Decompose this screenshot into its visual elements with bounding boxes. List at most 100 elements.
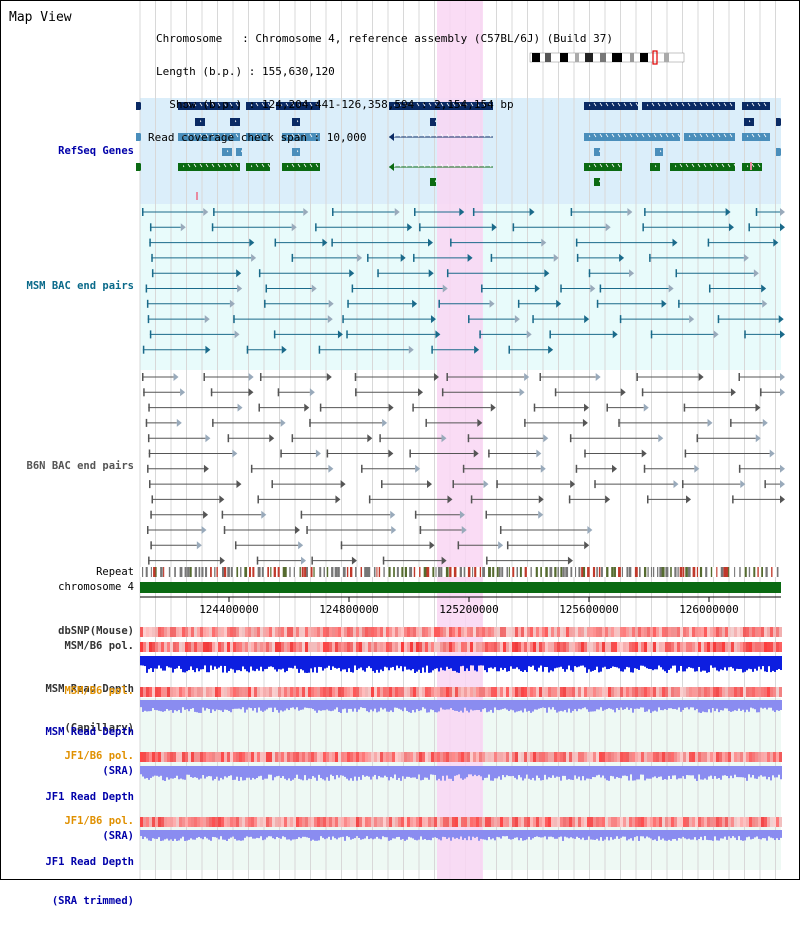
heat-cell [665,752,668,762]
heat-cell [692,687,695,697]
depth-bar [160,656,162,669]
depth-bar [442,700,444,710]
heat-cell [668,687,671,697]
polymorphism-strips[interactable] [140,627,782,827]
refseq-genes-track[interactable] [136,102,781,200]
heat-cell [560,642,563,652]
msm-b6-pol-label-2[interactable]: MSM/B6 pol. [64,685,134,697]
depth-bar [400,766,402,781]
heat-cell [557,627,560,637]
depth-bar [354,766,356,777]
depth-bar [668,700,670,709]
depth-bar [728,656,730,668]
gene-strand-mark [267,102,271,107]
heat-cell [656,687,659,697]
heat-cell [143,752,146,762]
heat-cell [698,642,701,652]
heat-cell [521,752,524,762]
depth-bar [558,766,560,777]
gene-arrow [222,148,227,156]
jf1-b6-pol-label-2[interactable]: JF1/B6 pol. [64,815,134,827]
bac-end-arrow [743,253,749,262]
heat-cell [590,752,593,762]
bac-end-arrow [474,345,480,354]
b6n-bac-pairs-track[interactable] [142,373,785,565]
repeat-element [153,567,156,577]
msm-b6-pol-label-1[interactable]: MSM/B6 pol. [64,640,134,652]
heat-cell [428,627,431,637]
heat-cell [200,752,203,762]
depth-bar [426,766,428,778]
heat-cell [401,642,404,652]
heat-cell [338,752,341,762]
bac-end [147,434,150,443]
depth-bar [432,700,434,711]
bac-pair [560,284,596,293]
depth-bar [154,700,156,710]
depth-bar [444,830,446,838]
heat-cell [683,627,686,637]
heat-cell [419,752,422,762]
heat-cell [224,642,227,652]
msm-depth-capillary-label[interactable]: MSM Read Depth (Capillary) [45,657,134,761]
depth-bar [342,700,344,710]
repeat-element [179,567,183,577]
depth-bar [166,656,168,667]
depth-bar [460,830,462,837]
heat-cell [386,752,389,762]
depth-bar [320,700,322,711]
msm-bac-label[interactable]: MSM BAC end pairs [26,280,134,292]
depth-bar [480,766,482,777]
heat-cell [494,687,497,697]
bac-end-arrow [627,208,633,216]
msm-depth-sra-label[interactable]: MSM Read Depth (SRA) [45,700,134,804]
heat-cell [302,752,305,762]
heat-cell [536,817,539,827]
depth-bar [538,656,540,668]
heat-cell [764,752,767,762]
jf1-b6-pol-label-1[interactable]: JF1/B6 pol. [64,750,134,762]
b6n-bac-label[interactable]: B6N BAC end pairs [26,460,134,472]
repeat-track[interactable] [140,567,781,577]
heat-cell [497,752,500,762]
depth-bar [722,656,724,671]
depth-bar [554,830,556,839]
jf1-depth-sra-label[interactable]: JF1 Read Depth (SRA) [45,765,134,869]
bac-pair [280,449,321,458]
depth-bar [326,830,328,839]
heat-cell [266,752,269,762]
jf1-depth-trimmed-label[interactable]: JF1 Read Depth (SRA trimmed) [45,830,134,934]
depth-bar [752,700,754,709]
depth-bar [676,656,678,673]
heat-cell [701,627,704,637]
depth-bar [762,656,764,667]
chromosome-ideogram[interactable] [529,50,685,65]
msm-bac-pairs-track[interactable] [142,208,785,354]
heat-cell [206,687,209,697]
dbsnp-label[interactable]: dbSNP(Mouse) [58,625,134,637]
depth-bar [262,766,264,780]
depth-bar [680,700,682,712]
depth-bar [466,830,468,841]
bac-end-arrow [249,238,255,247]
chromosome-bar[interactable] [140,582,781,593]
heat-cell [518,817,521,827]
refseq-label[interactable]: RefSeq Genes [58,145,134,157]
heat-cell [710,817,713,827]
bac-end [147,464,149,473]
depth-bar [774,766,776,778]
read-depth-tracks[interactable] [140,656,782,841]
bac-end [643,464,646,473]
depth-bar [412,700,414,710]
heat-cell [644,627,647,637]
depth-bar [444,700,446,710]
depth-bar [412,830,414,839]
depth-bar [432,766,434,775]
depth-bar [492,700,494,713]
depth-bar [242,700,244,708]
genome-browser-canvas[interactable]: 124400000 124800000 125200000 125600000 1260… [0,0,800,880]
bac-end-arrow [769,449,775,458]
map-view[interactable]: 124400000 124800000 125200000 125600000 1260… [0,0,800,907]
depth-bar [630,656,632,673]
heat-cell [437,752,440,762]
